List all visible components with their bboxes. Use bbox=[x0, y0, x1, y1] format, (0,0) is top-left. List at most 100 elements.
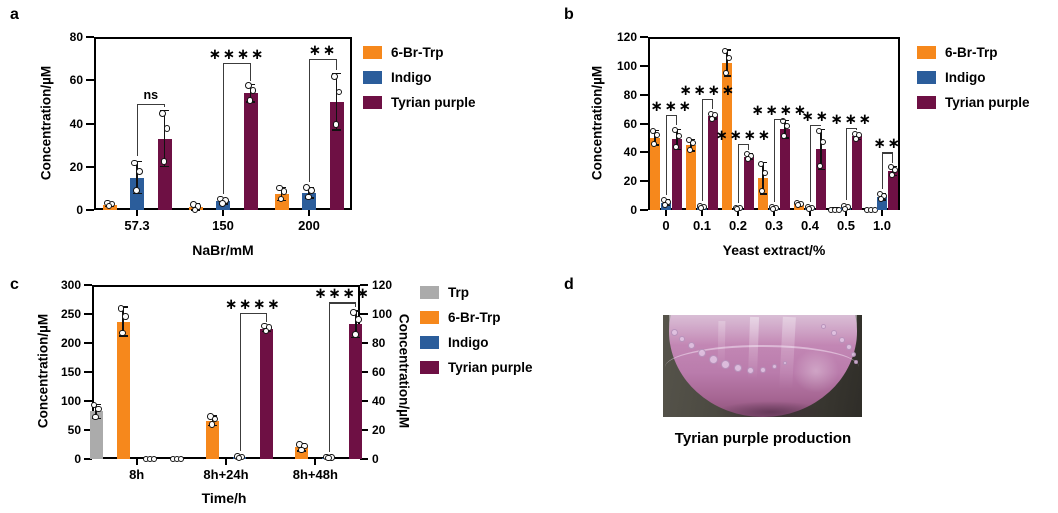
y-tick-label-right: 0 bbox=[372, 452, 379, 466]
significance-bracket bbox=[810, 124, 812, 202]
data-point bbox=[246, 96, 254, 104]
legend-swatch bbox=[917, 71, 936, 84]
y-tick-right bbox=[360, 284, 368, 286]
significance-bracket bbox=[163, 104, 165, 107]
y-tick-label-right: 60 bbox=[372, 365, 386, 379]
significance-label: ∗∗∗∗ bbox=[224, 295, 282, 313]
legend-item: Tyrian purple bbox=[917, 94, 1030, 111]
data-point bbox=[723, 70, 730, 77]
y-axis-title-a: Concentration/µM bbox=[38, 65, 54, 181]
flask-image bbox=[663, 315, 862, 417]
y-tick-label-right: 20 bbox=[372, 423, 386, 437]
data-point bbox=[687, 146, 694, 153]
bar-6-br-trp bbox=[206, 420, 219, 459]
data-point bbox=[654, 132, 661, 139]
significance-bracket bbox=[309, 58, 337, 60]
y-tick-label: 20 bbox=[69, 159, 83, 174]
significance-bracket bbox=[892, 152, 894, 163]
data-point bbox=[330, 73, 338, 80]
x-group-label: 150 bbox=[212, 218, 234, 233]
x-axis-title-c: Time/h bbox=[201, 490, 247, 506]
x-axis-title-b: Yeast extract/% bbox=[722, 242, 826, 258]
y-tick-label-right: 40 bbox=[372, 394, 386, 408]
data-point bbox=[671, 127, 678, 134]
legend-c: Trp 6-Br-Trp Indigo Tyrian purple bbox=[420, 284, 533, 384]
x-tick bbox=[222, 210, 224, 216]
data-point bbox=[131, 159, 139, 167]
y-tick bbox=[84, 313, 92, 315]
bar-tyrian-purple bbox=[243, 93, 258, 210]
y-tick-right bbox=[360, 429, 368, 431]
significance-bracket bbox=[309, 58, 311, 183]
y-tick-label: 250 bbox=[60, 307, 81, 321]
y-tick-right bbox=[360, 371, 368, 373]
x-tick bbox=[225, 459, 227, 465]
y-tick-label-right: 80 bbox=[372, 336, 386, 350]
data-point bbox=[853, 135, 860, 142]
legend-item: Tyrian purple bbox=[420, 359, 533, 376]
data-point bbox=[815, 128, 822, 135]
significance-bracket bbox=[666, 114, 677, 117]
legend-label: Tyrian purple bbox=[391, 95, 476, 110]
x-tick bbox=[135, 459, 138, 465]
error-bar bbox=[762, 162, 764, 195]
y-axis-title-c-right: Concentration/µM bbox=[396, 313, 412, 429]
error-bar-cap bbox=[817, 168, 825, 171]
bubble bbox=[671, 329, 678, 336]
data-point bbox=[158, 109, 166, 117]
significance-bracket bbox=[239, 312, 267, 314]
data-point bbox=[191, 206, 199, 214]
y-tick-label: 0 bbox=[74, 452, 81, 466]
data-point bbox=[262, 327, 270, 335]
y-tick-label: 40 bbox=[69, 116, 83, 131]
flask-sheen bbox=[793, 349, 839, 393]
significance-bracket bbox=[774, 119, 776, 203]
x-tick bbox=[881, 210, 883, 216]
y-tick-right bbox=[360, 400, 368, 402]
y-tick-label: 0 bbox=[76, 203, 83, 217]
data-point bbox=[122, 313, 129, 320]
y-axis-title-c-left: Concentration/µM bbox=[35, 313, 51, 429]
legend-label: 6-Br-Trp bbox=[448, 310, 501, 325]
data-point bbox=[709, 115, 716, 122]
significance-bracket bbox=[676, 114, 678, 126]
data-point bbox=[150, 455, 158, 463]
bar-indigo bbox=[877, 197, 887, 210]
legend-label: 6-Br-Trp bbox=[945, 45, 998, 60]
data-point bbox=[651, 140, 658, 147]
legend-b: 6-Br-Trp Indigo Tyrian purple bbox=[917, 44, 1030, 119]
y-axis-title-b: Concentration/µM bbox=[589, 65, 605, 181]
data-point bbox=[92, 413, 99, 421]
data-point bbox=[748, 152, 755, 159]
bar-tyrian-purple bbox=[349, 324, 363, 459]
data-point bbox=[762, 169, 769, 176]
x-tick bbox=[809, 210, 811, 216]
significance-label: ∗∗ bbox=[308, 41, 337, 59]
legend-label: Tyrian purple bbox=[448, 360, 533, 375]
data-point bbox=[177, 455, 185, 463]
bar-tyrian-purple bbox=[780, 129, 790, 210]
legend-item: Trp bbox=[420, 284, 533, 301]
y-tick bbox=[640, 93, 648, 96]
data-point bbox=[335, 88, 343, 96]
significance-bracket bbox=[810, 124, 821, 127]
data-point bbox=[806, 205, 813, 212]
error-bar bbox=[676, 129, 678, 150]
y-tick-label: 20 bbox=[623, 174, 637, 189]
significance-bracket bbox=[249, 62, 251, 81]
significance-bracket bbox=[712, 98, 714, 110]
x-group-label: 0.5 bbox=[836, 218, 856, 233]
y-tick bbox=[84, 400, 92, 402]
error-bar-cap bbox=[160, 166, 169, 168]
significance-label: ∗∗∗∗ bbox=[208, 45, 265, 63]
data-point bbox=[324, 454, 332, 462]
y-tick-label: 50 bbox=[67, 423, 81, 437]
data-point bbox=[354, 316, 362, 323]
significance-bracket bbox=[666, 114, 668, 195]
significance-bracket bbox=[846, 127, 857, 129]
data-point bbox=[757, 161, 764, 167]
y-tick bbox=[86, 79, 94, 82]
data-point bbox=[297, 446, 305, 454]
data-point bbox=[105, 202, 113, 210]
data-point bbox=[676, 132, 683, 139]
